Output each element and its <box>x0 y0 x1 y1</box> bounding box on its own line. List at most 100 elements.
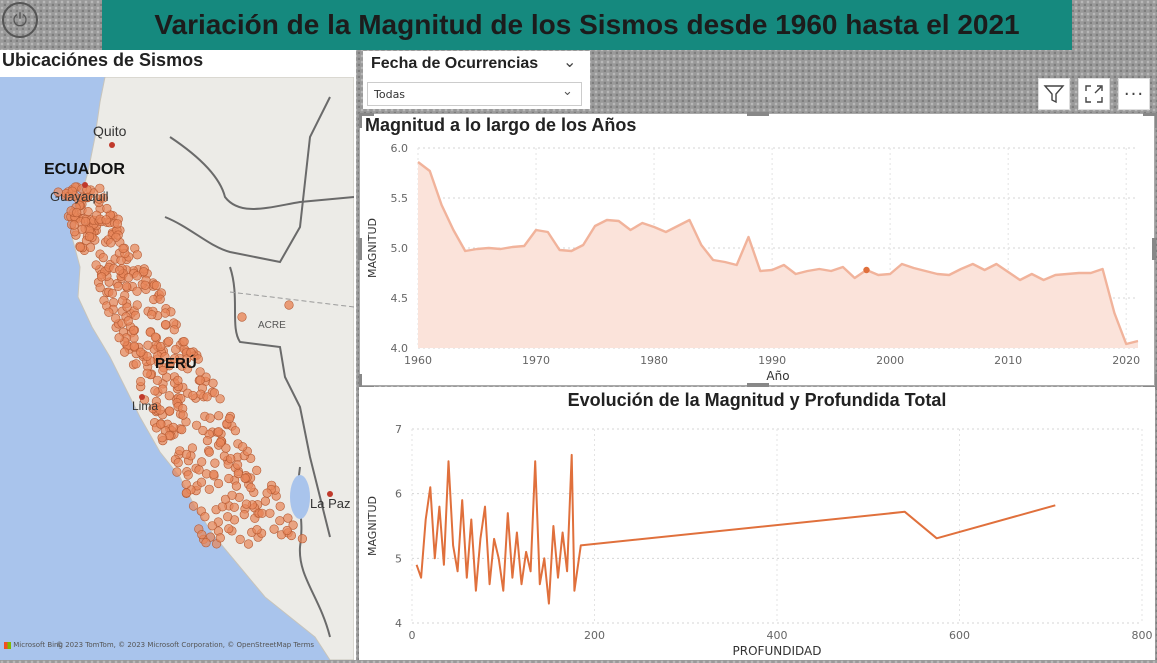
earthquake-marker <box>129 333 139 343</box>
earthquake-marker <box>67 186 77 196</box>
data-point <box>511 246 513 248</box>
earthquake-marker <box>196 477 207 487</box>
x-axis-title: PROFUNDIDAD <box>733 644 822 658</box>
earthquake-marker <box>229 502 239 512</box>
earthquake-marker <box>265 508 275 518</box>
x-tick-label: 2020 <box>1112 354 1140 367</box>
earthquake-marker <box>220 494 231 504</box>
earthquake-marker <box>235 534 245 545</box>
chart2-plot[interactable]: 4 5 6 7 0 200 400 600 800 PROFUNDIDAD MAGNITUD <box>360 415 1154 660</box>
data-point <box>972 263 974 265</box>
filter-button[interactable] <box>1038 78 1070 110</box>
magnitude-vs-depth-visual[interactable] <box>359 387 1155 660</box>
earthquake-marker <box>132 286 142 296</box>
earthquake-marker <box>156 419 166 429</box>
y-tick-label: 5.0 <box>391 242 409 255</box>
earthquake-marker <box>150 332 160 342</box>
earthquake-marker <box>172 467 182 477</box>
data-point <box>456 570 458 572</box>
earthquake-marker <box>252 465 262 476</box>
earthquake-marker <box>202 392 212 402</box>
more-options-button[interactable]: ··· <box>1118 78 1150 110</box>
earthquake-marker <box>96 272 107 282</box>
resize-handle-left[interactable] <box>358 238 362 260</box>
earthquake-map[interactable]: Quito ECUADOR Guayaquil ACRE PERÚ Lima L… <box>0 77 354 660</box>
data-point <box>665 231 667 233</box>
earthquake-marker <box>188 390 198 401</box>
border-peru-north <box>164 96 331 264</box>
earthquake-marker <box>91 260 101 270</box>
data-point <box>425 518 427 520</box>
earthquake-marker <box>80 216 91 227</box>
resize-handle-bottom[interactable] <box>747 383 769 387</box>
y-axis-title: MAGNITUD <box>366 496 379 556</box>
dashboard-title-banner: Variación de la Magnitud de los Sismos d… <box>102 0 1072 50</box>
y-tick-label: 4.5 <box>391 292 409 305</box>
data-point <box>434 557 436 559</box>
data-point <box>594 225 596 227</box>
data-point <box>983 269 985 271</box>
data-point <box>525 551 527 553</box>
earthquake-markers[interactable] <box>53 182 308 549</box>
y-axis-title: MAGNITUD <box>366 218 379 278</box>
map-title: Ubicaciónes de Sismos <box>2 50 204 70</box>
earthquake-marker <box>241 499 251 509</box>
data-point <box>502 590 504 592</box>
earthquake-marker <box>260 496 271 506</box>
y-tick-label: 7 <box>395 423 402 436</box>
earthquake-marker <box>98 193 108 203</box>
earthquake-marker <box>106 238 116 248</box>
map-label-lima: Lima <box>132 399 159 413</box>
border-peru-brazil <box>229 266 331 538</box>
chevron-down-icon[interactable]: ⌄ <box>563 52 577 71</box>
earthquake-marker <box>221 443 231 453</box>
earthquake-marker <box>204 447 214 457</box>
earthquake-marker <box>114 333 124 343</box>
earthquake-marker <box>195 367 205 377</box>
earthquake-marker <box>238 442 248 452</box>
earthquake-marker <box>136 347 146 357</box>
series-area <box>418 162 1138 348</box>
earthquake-marker <box>75 242 85 252</box>
data-point <box>606 219 608 221</box>
earthquake-marker <box>101 215 111 225</box>
data-point <box>904 511 906 513</box>
earthquake-marker <box>155 294 165 304</box>
map-label-quito: Quito <box>93 123 127 139</box>
y-tick-label: 4.0 <box>391 342 409 355</box>
resize-handle-top[interactable] <box>747 112 769 116</box>
earthquake-marker <box>113 281 123 291</box>
date-filter-dropdown[interactable] <box>367 82 582 106</box>
focus-mode-button[interactable] <box>1078 78 1110 110</box>
data-point <box>913 267 915 269</box>
data-point <box>529 570 531 572</box>
x-tick-label: 1980 <box>640 354 668 367</box>
data-point <box>1113 312 1115 314</box>
chart1-title: Magnitud a lo largo de los Años <box>365 115 637 135</box>
resize-handle-top-left[interactable] <box>359 113 374 128</box>
data-point <box>558 249 560 251</box>
resize-handle-right[interactable] <box>1152 238 1156 260</box>
earthquake-marker <box>202 436 212 446</box>
data-point <box>561 531 563 533</box>
data-point <box>854 277 856 279</box>
earthquake-marker <box>215 533 225 543</box>
earthquake-marker <box>169 325 179 335</box>
earthquake-marker <box>198 425 208 436</box>
earthquake-marker <box>209 388 219 398</box>
map-canvas[interactable] <box>0 77 354 660</box>
data-point <box>548 602 550 604</box>
earthquake-marker <box>182 354 192 364</box>
chart1-plot[interactable]: 4.0 4.5 5.0 5.5 6.0 1960 1970 1980 1990 2000 2010 2… <box>360 140 1154 385</box>
y-tick-label: 5.5 <box>391 192 409 205</box>
data-point <box>573 590 575 592</box>
data-point <box>475 590 477 592</box>
earthquake-marker <box>181 479 191 489</box>
map-label-guayaquil: Guayaquil <box>50 189 109 204</box>
data-point <box>771 269 773 271</box>
earthquake-marker <box>213 478 224 489</box>
resize-handle-top-right[interactable] <box>1143 113 1157 128</box>
highlighted-point <box>863 266 870 274</box>
dropdown-chevron-icon[interactable]: ⌄ <box>562 84 573 99</box>
data-point <box>493 538 495 540</box>
